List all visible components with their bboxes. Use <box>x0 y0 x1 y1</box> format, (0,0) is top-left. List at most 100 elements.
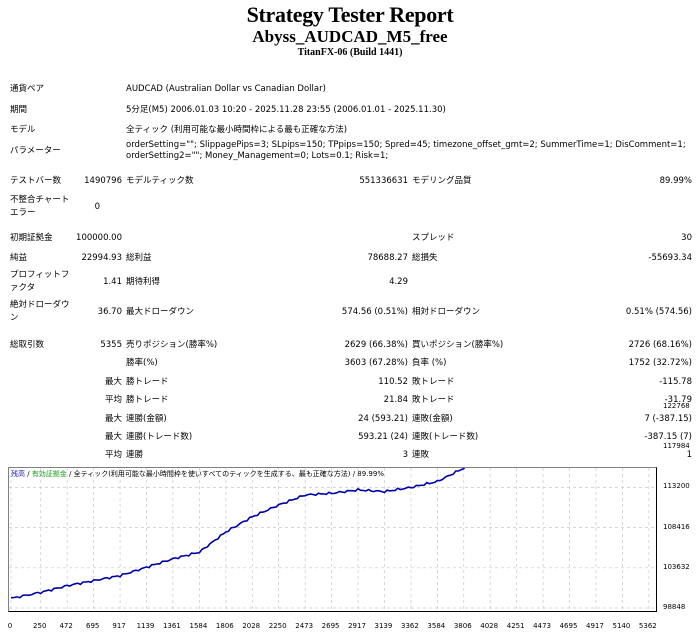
average-prefix: 平均 <box>104 395 122 405</box>
largest-win-label: 勝トレード <box>126 377 169 387</box>
legend-separator: / <box>25 470 32 478</box>
max-consecutive-loss-value: -387.15 (7) <box>644 432 692 442</box>
x-tick-label: 4917 <box>586 622 604 630</box>
parameters-label: パラメーター <box>10 146 61 156</box>
short-positions-label: 売りポジション(勝率%) <box>126 340 218 350</box>
average-loss-label: 敗トレード <box>412 395 455 405</box>
total-trades-value: 5355 <box>100 340 122 350</box>
x-tick-label: 4695 <box>559 622 578 630</box>
max-consecutive-losses-label: 連敗(金額) <box>412 414 453 424</box>
short-positions-value: 2629 (66.38%) <box>344 340 408 350</box>
max-consecutive-profit-value: 593.21 (24) <box>358 432 408 442</box>
x-tick-label: 5362 <box>638 622 657 630</box>
balance-chart-plot <box>9 468 656 611</box>
net-profit-value: 22994.93 <box>81 253 122 263</box>
x-tick-label: 472 <box>59 622 73 630</box>
x-tick-label: 3806 <box>453 622 472 630</box>
symbol-value: AUDCAD (Australian Dollar vs Canadian Do… <box>126 84 326 94</box>
parameters-line-2: orderSetting2=""; Money_Management=0; Lo… <box>126 151 389 161</box>
ticks-label: モデルティック数 <box>126 176 194 186</box>
x-tick-label: 4028 <box>480 622 499 630</box>
x-tick-label: 1139 <box>136 622 155 630</box>
long-positions-value: 2726 (68.16%) <box>628 340 692 350</box>
x-tick-label: 1361 <box>162 622 181 630</box>
max-consecutive-wins-label: 連勝(金額) <box>126 414 167 424</box>
expert-name: Abyss_AUDCAD_M5_free <box>252 27 448 46</box>
max-consecutive-profit-label: 連勝(トレード数) <box>126 432 193 442</box>
legend-equity: 有効証拠金 <box>31 470 67 478</box>
x-tick-label: 2473 <box>295 622 314 630</box>
x-tick-label: 3362 <box>401 622 419 630</box>
balance-line <box>10 468 466 599</box>
x-tick-label: 4473 <box>533 622 552 630</box>
average-loss-value: -31.79 <box>664 395 692 405</box>
x-tick-label: 2695 <box>321 622 340 630</box>
average-consecutive-wins-label: 連勝 <box>126 450 144 460</box>
average-win-value: 21.84 <box>383 395 408 405</box>
profit-factor-label-2: ァクタ <box>10 283 36 293</box>
deposit-label: 初期証拠金 <box>10 233 53 243</box>
mismatch-label-1: 不整合チャート <box>10 195 70 205</box>
x-tick-label: 1806 <box>215 622 234 630</box>
legend-separator: / <box>66 470 74 478</box>
bars-label: テストバー数 <box>10 176 62 186</box>
largest-prefix: 最大 <box>104 377 122 387</box>
max-drawdown-label: 最大ドローダウン <box>126 307 195 317</box>
ticks-value: 551336631 <box>359 176 408 186</box>
x-tick-label: 3584 <box>427 622 446 630</box>
model-label: モデル <box>10 125 36 135</box>
period-value: 5分足(M5) 2006.01.03 10:20 - 2025.11.28 23… <box>126 105 446 115</box>
x-tick-label: 695 <box>85 622 100 630</box>
loss-trades-value: 1752 (32.72%) <box>628 358 692 368</box>
average-consecutive-losses-label: 連敗 <box>412 450 430 460</box>
y-tick-label: 122768 <box>663 402 690 410</box>
y-tick-label: 113200 <box>663 482 690 491</box>
gross-profit-value: 78688.27 <box>367 253 408 263</box>
absolute-drawdown-label-2: ン <box>10 313 19 323</box>
average-prefix-2: 平均 <box>104 450 122 460</box>
average-consecutive-losses-value: 1 <box>686 450 692 460</box>
profit-trades-value: 3603 (67.28%) <box>344 358 408 368</box>
largest-loss-label: 敗トレード <box>412 377 455 387</box>
largest-loss-value: -115.78 <box>659 377 692 387</box>
expected-payoff-label: 期待利得 <box>126 277 161 287</box>
max-prefix-2: 最大 <box>104 432 122 442</box>
x-tick-label: 250 <box>33 622 47 630</box>
parameters-line-1: orderSetting=""; SlippagePips=3; SLpips=… <box>126 140 686 150</box>
mismatch-label-2: エラー <box>10 208 36 218</box>
absolute-drawdown-label-1: 絶対ドローダウ <box>10 300 70 310</box>
spread-label: スプレッド <box>412 233 455 243</box>
y-tick-label: 103632 <box>663 562 690 571</box>
max-prefix-1: 最大 <box>104 414 122 424</box>
bars-value: 1490796 <box>84 176 122 186</box>
x-tick-label: 5140 <box>612 622 631 630</box>
mismatch-value: 0 <box>94 202 100 212</box>
absolute-drawdown-value: 36.70 <box>97 307 122 317</box>
max-consecutive-wins-value: 24 (593.21) <box>358 414 408 424</box>
deposit-value: 100000.00 <box>76 233 122 243</box>
x-tick-label: 4251 <box>506 622 525 630</box>
x-tick-label: 2917 <box>348 622 366 630</box>
profit-factor-label-1: プロフィットフ <box>10 270 70 280</box>
model-value: 全ティック (利用可能な最小時間枠による最も正確な方法) <box>126 125 348 135</box>
quality-label: モデリング品質 <box>412 176 472 186</box>
profit-trades-label: 勝率(%) <box>126 358 158 368</box>
total-trades-label: 総取引数 <box>10 340 45 350</box>
loss-trades-label: 負率 (%) <box>412 358 447 368</box>
spread-value: 30 <box>681 233 692 243</box>
x-tick-label: 2250 <box>268 622 287 630</box>
relative-drawdown-value: 0.51% (574.56) <box>625 307 692 317</box>
profit-factor-value: 1.41 <box>103 277 122 287</box>
legend-model: 全ティック(利用可能な最小時間枠を使いすべてのティックを生成する、最も正確な方法… <box>73 470 351 478</box>
largest-win-value: 110.52 <box>378 377 408 387</box>
symbol-label: 通貨ペア <box>10 84 45 94</box>
relative-drawdown-label: 相対ドローダウン <box>412 307 481 317</box>
y-tick-label: 98848 <box>663 603 686 611</box>
legend-quality: 89.99% <box>357 470 384 478</box>
period-label: 期間 <box>10 105 28 115</box>
chart-legend: 残高 / 有効証拠金 / 全ティック(利用可能な最小時間枠を使いすべてのティック… <box>11 470 384 479</box>
gross-loss-value: -55693.34 <box>648 253 692 263</box>
max-consecutive-losses-value: 7 (-387.15) <box>644 414 692 424</box>
average-consecutive-wins-value: 3 <box>402 450 408 460</box>
x-tick-label: 917 <box>112 622 126 630</box>
